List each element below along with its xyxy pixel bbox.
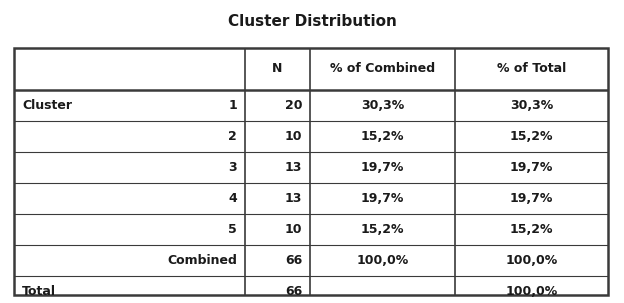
- Text: 15,2%: 15,2%: [510, 223, 553, 236]
- Text: 13: 13: [285, 192, 302, 205]
- Text: 19,7%: 19,7%: [361, 192, 404, 205]
- Text: 100,0%: 100,0%: [505, 285, 558, 298]
- Bar: [14, 48, 608, 295]
- Text: 66: 66: [285, 254, 302, 267]
- Text: 20: 20: [285, 99, 302, 112]
- Text: 15,2%: 15,2%: [361, 223, 404, 236]
- Text: 5: 5: [228, 223, 237, 236]
- Text: 15,2%: 15,2%: [510, 130, 553, 143]
- Text: 19,7%: 19,7%: [510, 161, 553, 174]
- Text: 4: 4: [228, 192, 237, 205]
- Text: 1: 1: [228, 99, 237, 112]
- Text: 19,7%: 19,7%: [361, 161, 404, 174]
- Text: 2: 2: [228, 130, 237, 143]
- Text: 10: 10: [285, 130, 302, 143]
- Text: 100,0%: 100,0%: [505, 254, 558, 267]
- Text: 15,2%: 15,2%: [361, 130, 404, 143]
- Text: 30,3%: 30,3%: [361, 99, 404, 112]
- Text: 13: 13: [285, 161, 302, 174]
- Text: 100,0%: 100,0%: [356, 254, 409, 267]
- Text: N: N: [272, 62, 283, 75]
- Text: % of Total: % of Total: [497, 62, 566, 75]
- Text: 19,7%: 19,7%: [510, 192, 553, 205]
- Text: Total: Total: [22, 285, 56, 298]
- Text: 30,3%: 30,3%: [510, 99, 553, 112]
- Text: 3: 3: [228, 161, 237, 174]
- Text: Cluster Distribution: Cluster Distribution: [228, 14, 396, 29]
- Text: 10: 10: [285, 223, 302, 236]
- Text: Combined: Combined: [167, 254, 237, 267]
- Text: 66: 66: [285, 285, 302, 298]
- Text: Cluster: Cluster: [22, 99, 72, 112]
- Text: % of Combined: % of Combined: [330, 62, 435, 75]
